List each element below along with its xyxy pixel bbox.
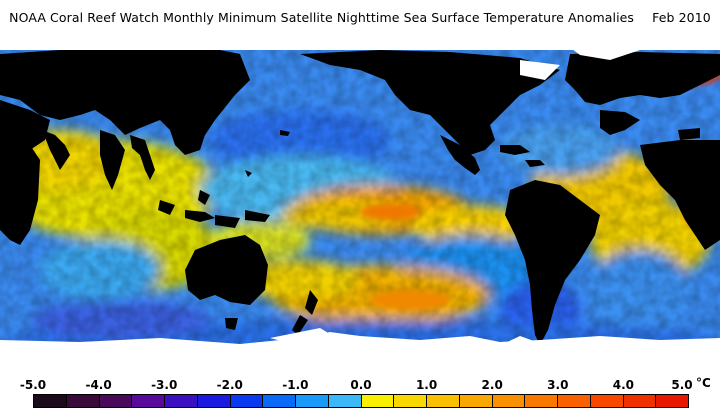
title-date: Feb 2010 [652, 10, 711, 25]
colorbar-swatch [656, 395, 688, 407]
colorbar-swatch [558, 395, 591, 407]
tick-label: 3.0 [547, 378, 569, 392]
sst-anomaly-map [0, 40, 720, 370]
colorbar-swatch [99, 395, 133, 407]
tick-label: 4.0 [612, 378, 635, 392]
colorbar-swatch [263, 395, 296, 407]
tick-label: 1.0 [415, 378, 438, 392]
colorbar-swatch [197, 395, 231, 407]
ice-regions [0, 40, 720, 370]
tick-label: -2.0 [216, 378, 243, 392]
colorbar-swatch [623, 395, 657, 407]
colorbar-swatch [66, 395, 100, 407]
tick-label: 5.0 [671, 378, 693, 392]
colorbar-swatch [296, 395, 329, 407]
tick-label: 0.0 [350, 378, 372, 392]
colorbar-swatch [132, 395, 165, 407]
colorbar-swatch [165, 395, 198, 407]
tick-label: -3.0 [151, 378, 178, 392]
continents [0, 46, 720, 345]
colorbar-swatch [34, 395, 67, 407]
colorbar [33, 394, 689, 408]
tick-label: -1.0 [282, 378, 309, 392]
colorbar-swatch [394, 395, 427, 407]
map-title: NOAA Coral Reef Watch Monthly Minimum Sa… [0, 10, 720, 25]
tick-label: -4.0 [85, 378, 112, 392]
colorbar-swatch [328, 395, 362, 407]
colorbar-swatch [525, 395, 558, 407]
title-text: NOAA Coral Reef Watch Monthly Minimum Sa… [9, 10, 635, 25]
tick-label: 2.0 [481, 378, 503, 392]
colorbar-tick-labels: -5.0 -4.0 -3.0 -2.0 -1.0 0.0 1.0 2.0 3.0… [0, 378, 720, 394]
colorbar-swatch [459, 395, 493, 407]
unit-label: °C [696, 376, 711, 390]
colorbar-swatch [230, 395, 264, 407]
colorbar-swatch [492, 395, 526, 407]
colorbar-swatch [361, 395, 395, 407]
colorbar-swatch [590, 395, 624, 407]
colorbar-swatch [427, 395, 460, 407]
tick-label: -5.0 [19, 378, 47, 392]
